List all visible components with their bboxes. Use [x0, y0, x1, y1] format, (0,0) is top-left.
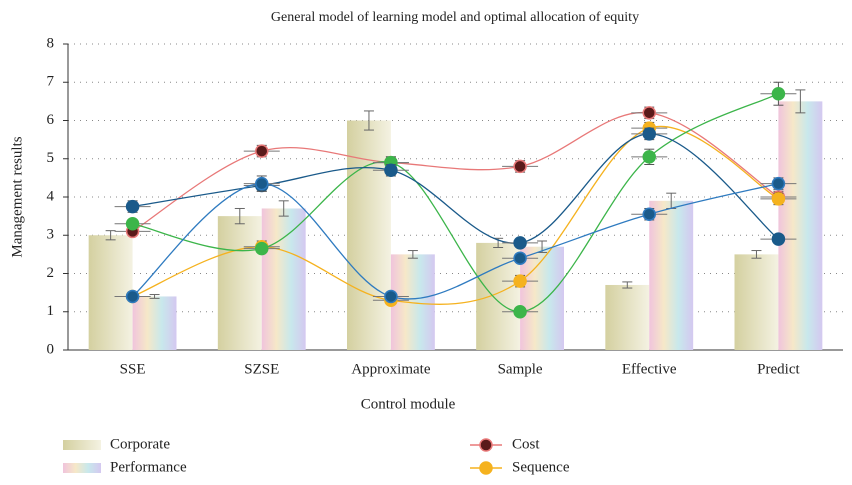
legend-swatch	[63, 440, 101, 450]
point	[513, 159, 527, 174]
point	[642, 127, 656, 141]
x-tick-label: Predict	[757, 361, 800, 377]
y-tick-label: 5	[47, 150, 55, 166]
point	[513, 274, 527, 288]
point	[384, 163, 398, 177]
x-tick-label: SSE	[120, 361, 146, 377]
legend-label: Sequence	[512, 459, 570, 475]
y-tick-label: 2	[47, 265, 55, 281]
point	[771, 176, 786, 191]
bar	[261, 208, 306, 350]
point	[125, 217, 140, 231]
bar	[347, 120, 391, 350]
point	[771, 192, 786, 206]
legend-label: Cost	[512, 436, 540, 452]
y-tick-label: 0	[47, 341, 55, 357]
bar	[778, 101, 823, 350]
legend-label: Performance	[110, 459, 187, 475]
bar	[734, 254, 779, 350]
point	[513, 305, 527, 319]
point	[513, 251, 527, 265]
bar	[520, 246, 564, 350]
y-tick-label: 7	[47, 74, 55, 90]
x-tick-label: Effective	[622, 361, 677, 377]
point	[255, 144, 269, 158]
point	[642, 207, 656, 221]
chart-title: General model of learning model and opti…	[271, 10, 639, 25]
y-tick-label: 4	[47, 188, 55, 204]
point	[384, 289, 398, 304]
point	[642, 106, 656, 120]
point	[642, 150, 656, 164]
point	[125, 199, 140, 214]
bar	[217, 216, 262, 350]
line	[132, 111, 779, 232]
legend-marker	[479, 461, 493, 475]
legend-swatch	[63, 463, 101, 473]
y-tick-label: 8	[47, 35, 55, 51]
point	[771, 232, 786, 246]
bar	[649, 200, 694, 350]
bar	[132, 296, 177, 350]
x-tick-label: Sample	[498, 361, 543, 377]
x-axis-label: Control module	[361, 396, 456, 412]
legend-marker	[479, 438, 493, 452]
point	[255, 176, 269, 191]
y-tick-label: 3	[47, 227, 55, 243]
point	[125, 289, 140, 304]
bar	[605, 284, 650, 350]
point	[255, 241, 269, 256]
point	[771, 86, 786, 101]
legend-label: Corporate	[110, 436, 170, 452]
point	[513, 236, 527, 250]
x-tick-label: SZSE	[244, 361, 279, 377]
bar	[88, 235, 133, 350]
y-tick-label: 1	[47, 303, 55, 319]
y-tick-label: 6	[47, 112, 55, 128]
y-axis-label: Management results	[9, 136, 25, 257]
x-tick-label: Approximate	[351, 361, 430, 377]
